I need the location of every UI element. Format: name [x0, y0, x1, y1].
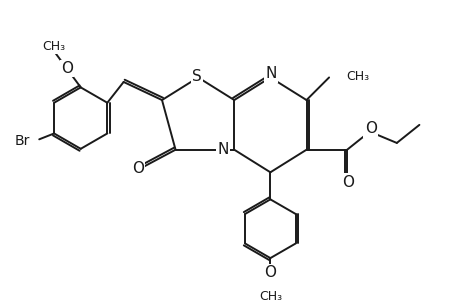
- Text: S: S: [192, 69, 202, 84]
- Text: CH₃: CH₃: [42, 40, 65, 53]
- Text: N: N: [217, 142, 228, 157]
- Text: O: O: [132, 161, 144, 176]
- Text: O: O: [341, 175, 353, 190]
- Text: O: O: [61, 61, 73, 76]
- Text: Br: Br: [15, 134, 30, 148]
- Text: N: N: [265, 66, 276, 81]
- Text: O: O: [264, 265, 276, 280]
- Text: CH₃: CH₃: [346, 70, 369, 83]
- Text: O: O: [364, 122, 376, 136]
- Text: CH₃: CH₃: [258, 290, 281, 300]
